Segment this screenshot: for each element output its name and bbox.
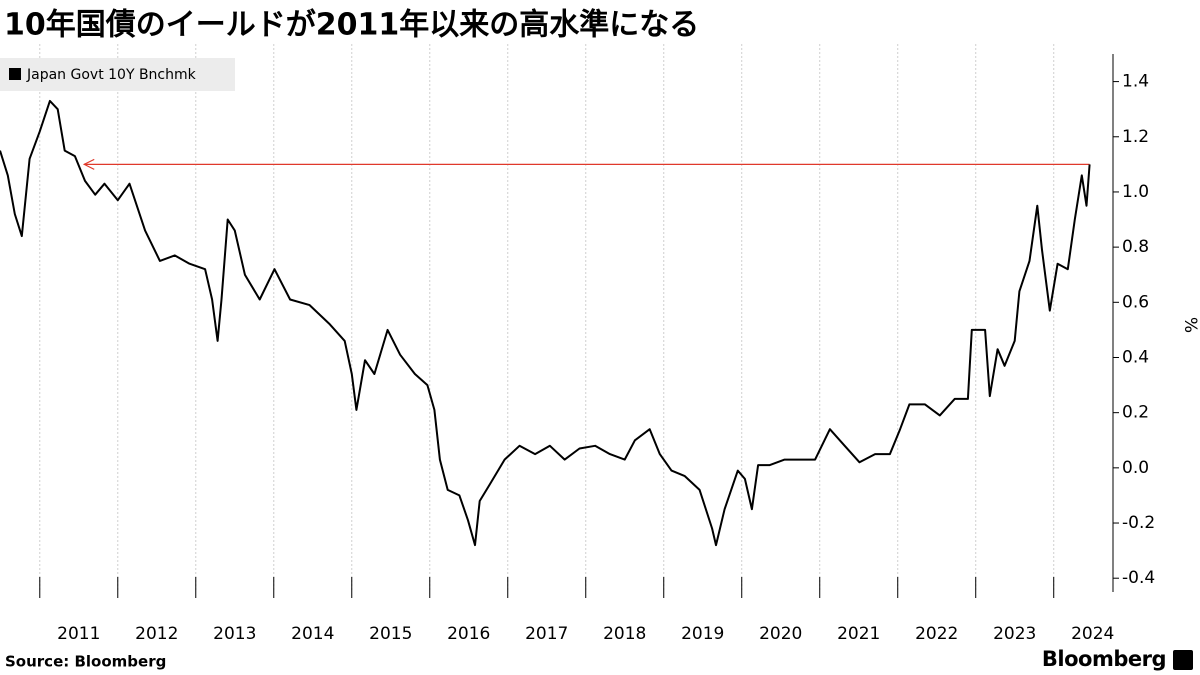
y-tick-label: -0.2 xyxy=(1122,513,1155,533)
x-tick-label: 2016 xyxy=(447,624,490,644)
y-tick-label: 0.6 xyxy=(1122,292,1149,312)
x-tick-label: 2013 xyxy=(213,624,256,644)
y-tick-label: 0.4 xyxy=(1122,347,1149,367)
y-axis-label: % xyxy=(1180,317,1200,333)
x-tick-label: 2019 xyxy=(681,624,724,644)
y-tick-label: -0.4 xyxy=(1122,568,1155,588)
x-tick-label: 2020 xyxy=(759,624,802,644)
legend-label: Japan Govt 10Y Bnchmk xyxy=(26,67,197,83)
legend-box xyxy=(0,58,235,91)
x-tick-label: 2015 xyxy=(369,624,412,644)
y-tick-label: 1.0 xyxy=(1122,182,1149,202)
x-tick-label: 2011 xyxy=(57,624,100,644)
x-tick-label: 2018 xyxy=(603,624,646,644)
x-tick-label: 2012 xyxy=(135,624,178,644)
y-tick-label: 1.4 xyxy=(1122,72,1149,92)
series-line xyxy=(0,99,1091,547)
y-tick-label: 0.8 xyxy=(1122,237,1149,257)
legend-swatch xyxy=(9,68,21,80)
x-tick-label: 2021 xyxy=(837,624,880,644)
chart-title: 10年国債のイールドが2011年以来の高水準になる xyxy=(4,8,699,43)
x-tick-label: 2022 xyxy=(915,624,958,644)
brand: Bloomberg xyxy=(1042,647,1166,671)
brand-icon xyxy=(1173,650,1193,670)
y-tick-label: 0.2 xyxy=(1122,403,1149,423)
y-tick-label: 1.2 xyxy=(1122,127,1149,147)
x-tick-label: 2017 xyxy=(525,624,568,644)
x-tick-label: 2024 xyxy=(1071,624,1114,644)
x-tick-label: 2023 xyxy=(993,624,1036,644)
y-tick-label: 0.0 xyxy=(1122,458,1149,478)
x-tick-label: 2014 xyxy=(291,624,334,644)
source: Source: Bloomberg xyxy=(5,653,166,671)
